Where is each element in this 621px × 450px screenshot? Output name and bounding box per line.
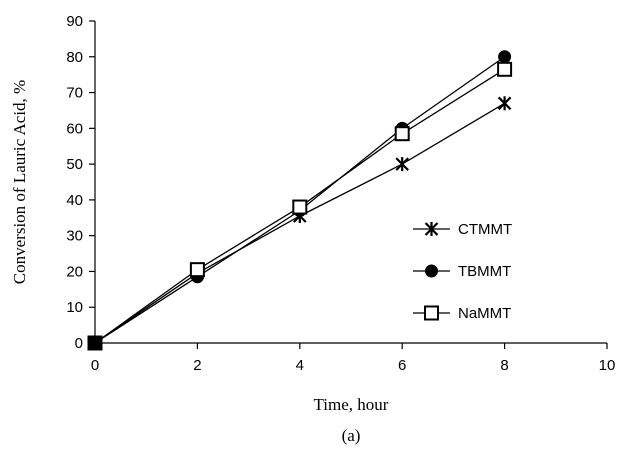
y-tick-label: 90 [66, 13, 83, 30]
x-axis-ticks: 0 2 4 6 8 10 [91, 343, 616, 374]
series-layer [87, 50, 513, 351]
legend-marker [424, 222, 439, 236]
y-tick-label: 20 [66, 263, 83, 280]
data-point [292, 199, 308, 215]
legend-item-nammt: NaMMT [413, 305, 511, 322]
data-point [497, 61, 513, 77]
legend-marker [424, 305, 439, 321]
y-axis-ticks: 0 10 20 30 40 50 60 70 80 90 [66, 13, 95, 352]
y-tick-label: 60 [66, 120, 83, 137]
origin-point [88, 336, 102, 350]
x-tick-label: 8 [500, 357, 508, 374]
x-tick-label: 2 [193, 357, 201, 374]
x-axis-title: Time, hour [314, 395, 389, 414]
legend-marker [425, 264, 438, 278]
series-line [94, 102, 505, 344]
y-tick-label: 80 [66, 49, 83, 66]
data-point [498, 50, 512, 64]
y-tick-label: 40 [66, 192, 83, 209]
y-axis-title: Conversion of Lauric Acid, % [10, 80, 29, 284]
data-point [189, 262, 205, 278]
legend-item-ctmmt: CTMMT [413, 221, 512, 238]
series-ctmmt [88, 96, 512, 350]
data-point [497, 96, 512, 111]
x-tick-label: 10 [599, 357, 616, 374]
data-point [395, 157, 409, 172]
data-point [394, 126, 410, 142]
legend-item-tbmmt: TBMMT [413, 263, 511, 280]
x-tick-label: 6 [398, 357, 406, 374]
y-tick-label: 30 [66, 228, 83, 245]
legend-label: NaMMT [458, 305, 511, 322]
y-tick-label: 0 [75, 335, 83, 352]
legend-label: CTMMT [458, 221, 512, 238]
y-tick-label: 70 [66, 85, 83, 102]
y-tick-label: 10 [66, 299, 83, 316]
figure-caption: (a) [342, 426, 361, 445]
legend-label: TBMMT [458, 263, 511, 280]
x-tick-label: 0 [91, 357, 99, 374]
x-tick-label: 4 [296, 357, 304, 374]
legend: CTMMT TBMMT NaMMT [413, 221, 512, 322]
y-tick-label: 50 [66, 156, 83, 173]
